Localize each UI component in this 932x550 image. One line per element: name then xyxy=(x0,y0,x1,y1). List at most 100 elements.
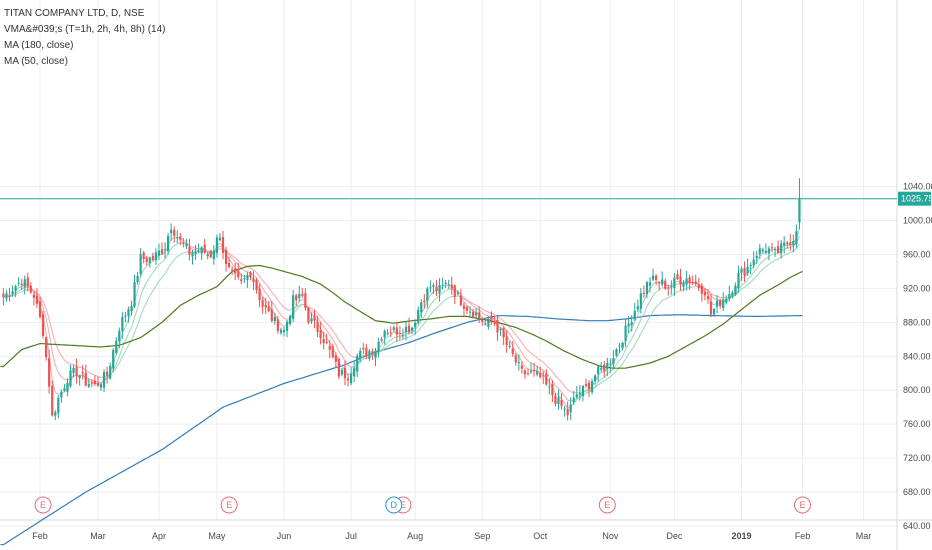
candle-body xyxy=(670,285,673,287)
vma-segment xyxy=(250,267,254,271)
x-tick-label: Jun xyxy=(277,531,292,541)
vma-segment xyxy=(323,326,328,331)
vma-segment xyxy=(475,307,480,311)
vma-segment xyxy=(683,287,687,291)
candle-body xyxy=(679,276,682,285)
candle-body xyxy=(90,383,93,385)
symbol-title[interactable]: TITAN COMPANY LTD, D, NSE xyxy=(4,8,145,19)
earnings-marker[interactable]: E xyxy=(34,496,52,514)
vma-segment xyxy=(64,378,68,381)
vma-segment xyxy=(332,330,337,336)
candle-body xyxy=(298,293,301,298)
candle xyxy=(29,281,32,294)
vma-segment xyxy=(457,290,462,295)
vma-segment xyxy=(384,342,389,346)
candle xyxy=(658,281,661,290)
earnings-marker[interactable]: E xyxy=(794,496,811,514)
vma-segment xyxy=(143,266,148,270)
vma-segment xyxy=(350,355,355,358)
time-axis[interactable]: Feb Mar Apr May Jun Jul Aug Sep Oct Nov Dec 2019 Feb… xyxy=(32,531,871,541)
candle xyxy=(252,271,255,291)
dividend-marker[interactable]: D xyxy=(385,496,403,514)
candle-body xyxy=(270,309,273,321)
candle xyxy=(584,378,588,389)
vma-segment xyxy=(311,313,315,317)
vma-segment xyxy=(54,364,59,373)
vma-segment xyxy=(606,371,611,375)
vma-segment xyxy=(661,298,666,302)
indicator-ma180-label[interactable]: MA (180, close) xyxy=(4,40,74,51)
x-tick-label: Jul xyxy=(345,531,357,541)
vma-segment xyxy=(378,350,382,354)
vma-segment xyxy=(762,258,767,262)
candle-body xyxy=(353,368,356,377)
vma-segment xyxy=(237,260,242,264)
candle xyxy=(234,263,237,281)
candle xyxy=(57,395,60,419)
candle xyxy=(712,308,716,317)
candle-body xyxy=(145,257,148,262)
candle-body xyxy=(502,327,505,338)
candle xyxy=(200,246,203,260)
vma-segment xyxy=(429,310,434,316)
vma-segment xyxy=(161,258,166,263)
candle-body xyxy=(231,269,234,271)
indicator-ma50-label[interactable]: MA (50, close) xyxy=(4,56,68,67)
vma-segment xyxy=(393,340,398,343)
candle-body xyxy=(224,249,228,265)
candle-body xyxy=(578,393,581,395)
vma-segment xyxy=(783,253,788,256)
candle-body xyxy=(749,265,752,267)
candle-body xyxy=(380,339,383,341)
vma-segment xyxy=(158,277,163,282)
candle xyxy=(511,341,514,357)
candle xyxy=(118,327,121,349)
candle xyxy=(676,269,679,281)
vma-segment xyxy=(338,340,343,345)
vma-segment xyxy=(274,295,279,301)
price-axis[interactable]: 1040.00 1000.00 960.00 920.00 880.00 840.00 80… xyxy=(903,182,932,531)
candle xyxy=(258,283,261,308)
candle-body xyxy=(72,367,75,374)
candle-body xyxy=(523,370,527,375)
vma-segment xyxy=(738,288,742,293)
vma-segment xyxy=(555,375,559,380)
vma-segment xyxy=(36,292,41,297)
candle-body xyxy=(597,366,600,375)
vma-segment xyxy=(463,301,468,306)
candle xyxy=(112,348,115,372)
candle-body xyxy=(414,322,417,328)
candle-body xyxy=(673,277,676,289)
candle-body xyxy=(5,293,8,299)
candle-body xyxy=(331,346,334,358)
candle xyxy=(246,271,249,288)
candle-body xyxy=(435,286,438,291)
vma-segment xyxy=(665,297,669,300)
candle xyxy=(276,315,279,334)
candle-body xyxy=(383,330,386,338)
vma-segment xyxy=(311,310,315,314)
vma-segment xyxy=(777,256,782,260)
candle-body xyxy=(197,250,200,252)
candle xyxy=(264,297,267,314)
candle-body xyxy=(514,355,517,363)
candle xyxy=(106,366,109,384)
vma-segment xyxy=(539,359,544,363)
x-tick-label: Feb xyxy=(795,531,811,541)
vma-segment xyxy=(442,290,446,294)
earnings-marker[interactable]: E xyxy=(598,496,616,514)
vma-segment xyxy=(707,289,712,294)
candle-body xyxy=(328,345,331,350)
indicator-vma-label[interactable]: VMA&#039;s (T=1h, 2h, 4h, 8h) (14) xyxy=(4,24,166,35)
vma-segment xyxy=(790,250,794,254)
earnings-marker[interactable]: E xyxy=(220,496,238,514)
candle xyxy=(664,278,667,290)
candle-body xyxy=(499,328,502,330)
vma-segment xyxy=(500,318,504,322)
vma-segment xyxy=(497,316,501,320)
vma-segment xyxy=(124,319,129,327)
candle-body xyxy=(685,278,688,285)
vma-segment xyxy=(183,251,187,254)
vma-segment xyxy=(317,316,322,323)
